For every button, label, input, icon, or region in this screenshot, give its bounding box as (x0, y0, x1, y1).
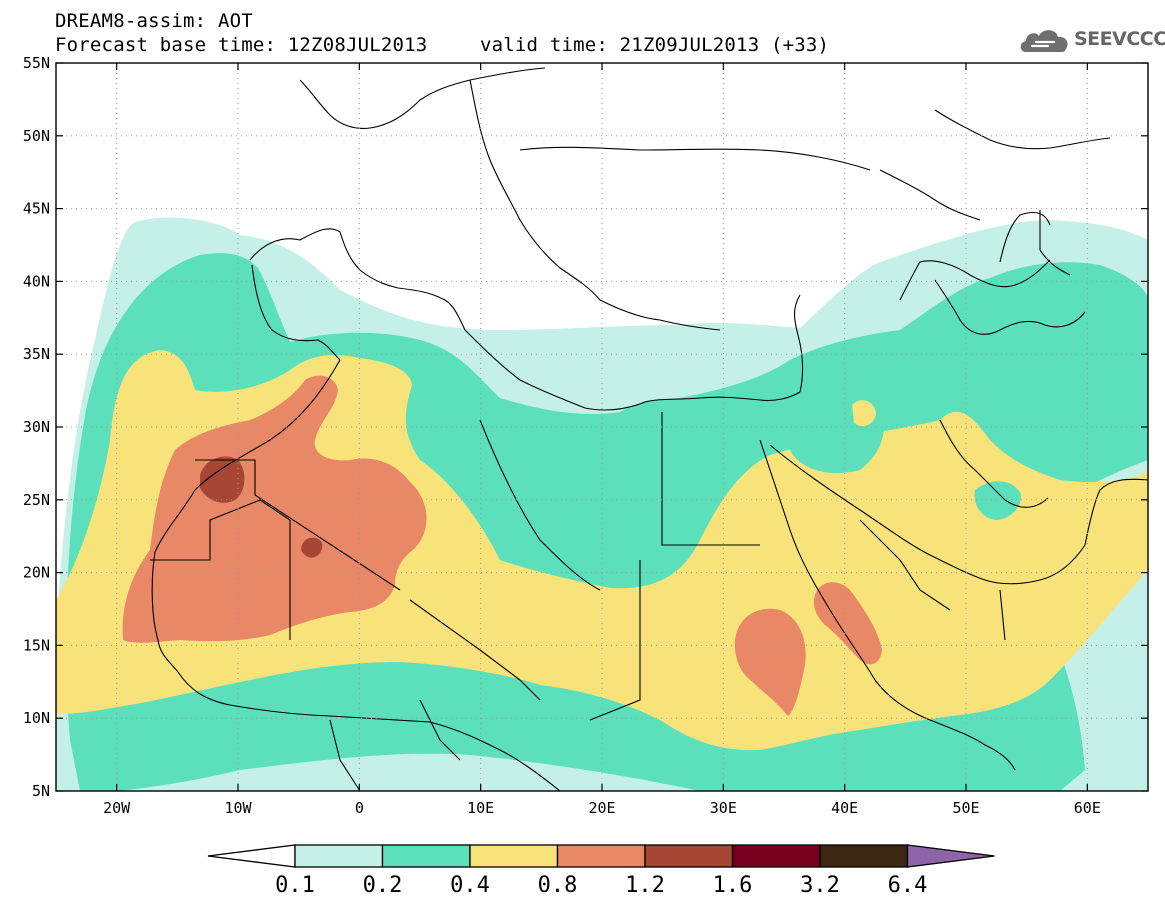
aot-band-0.8 (813, 582, 882, 665)
longitude-axis: 20W 10W 0 10E 20E 30E 40E 50E 60E (103, 63, 1101, 817)
colorbar-level-label: 0.2 (363, 873, 403, 898)
aot-band-0.2 (974, 481, 1021, 520)
lon-tick-label: 10W (224, 799, 252, 817)
lon-tick-label: 20E (588, 799, 615, 817)
colorbar-level-label: 3.2 (800, 873, 840, 898)
colorbar-level-label: 0.4 (450, 873, 490, 898)
aot-band-1.2 (301, 537, 323, 558)
lat-tick-label: 50N (23, 127, 50, 145)
lon-tick-label: 10E (467, 799, 494, 817)
graticule (56, 63, 1148, 791)
lon-tick-label: 20W (103, 799, 131, 817)
colorbar-arrow-high (906, 844, 995, 868)
lat-tick-label: 20N (23, 564, 50, 582)
lon-tick-label: 0 (355, 799, 364, 817)
colorbar-level-label: 0.1 (275, 873, 315, 898)
cloud-icon (1020, 30, 1068, 52)
base-time: Forecast base time: 12Z08JUL2013 (55, 34, 428, 56)
lat-tick-label: 10N (23, 709, 50, 727)
aot-colorbar: 0.1 0.2 0.4 0.8 1.2 1.6 3.2 6.4 (207, 844, 995, 898)
lat-tick-label: 15N (23, 636, 50, 654)
colorbar-level-label: 0.8 (538, 873, 578, 898)
latitude-axis: 55N 50N 45N 40N 35N 30N 25N 20N 15N 10N 5N (23, 54, 1148, 800)
lat-tick-label: 55N (23, 54, 50, 72)
colorbar-level-label: 1.2 (625, 873, 665, 898)
colorbar-box (644, 844, 734, 868)
aot-band-1.2 (200, 456, 245, 503)
lat-tick-label: 45N (23, 200, 50, 218)
lat-tick-label: 35N (23, 345, 50, 363)
colorbar-box (294, 844, 384, 868)
colorbar-box (731, 844, 821, 868)
lat-tick-label: 40N (23, 272, 50, 290)
lat-tick-label: 30N (23, 418, 50, 436)
colorbar-level-label: 1.6 (713, 873, 753, 898)
aot-band-0.8 (734, 608, 806, 716)
colorbar-box (556, 844, 646, 868)
colorbar-arrow-low (207, 844, 296, 868)
lon-tick-label: 40E (831, 799, 858, 817)
aot-band-0.4 (852, 400, 876, 427)
colorbar-box (819, 844, 909, 868)
map-title: DREAM8-assim: AOT (55, 10, 253, 32)
colorbar-level-label: 6.4 (888, 873, 928, 898)
lat-tick-label: 5N (32, 782, 50, 800)
aot-contours (56, 217, 1148, 791)
colorbar-box (381, 844, 471, 868)
seevccc-logo: SEEVCCC (1018, 24, 1165, 58)
forecast-times: Forecast base time: 12Z08JUL2013 valid ti… (55, 34, 829, 56)
lon-tick-label: 60E (1074, 799, 1101, 817)
coastlines (150, 67, 1148, 791)
logo-text: SEEVCCC (1074, 28, 1165, 50)
lon-tick-label: 50E (952, 799, 979, 817)
lon-tick-label: 30E (710, 799, 737, 817)
valid-time: valid time: 21Z09JUL2013 (+33) (480, 34, 830, 56)
colorbar-box (469, 844, 559, 868)
lat-tick-label: 25N (23, 491, 50, 509)
